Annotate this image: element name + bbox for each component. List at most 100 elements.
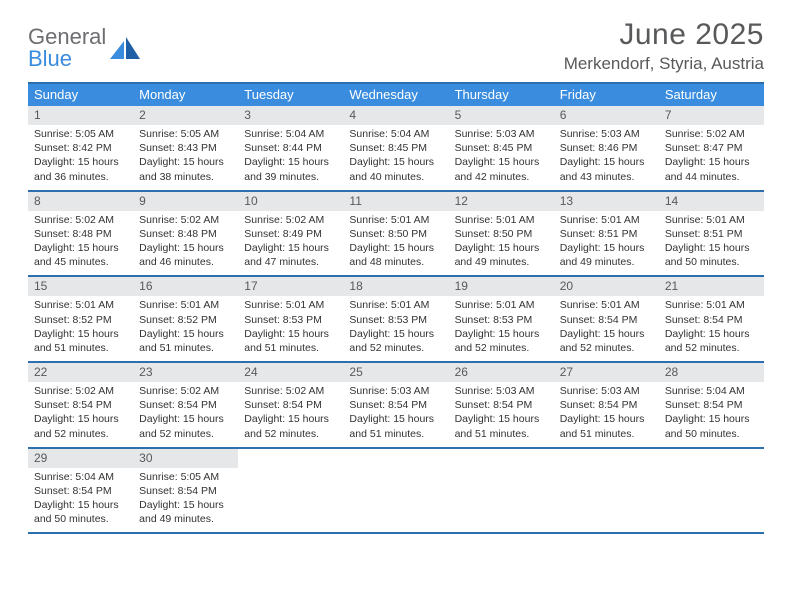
day-details: Sunrise: 5:03 AMSunset: 8:54 PMDaylight:… xyxy=(343,382,448,447)
day-details: Sunrise: 5:04 AMSunset: 8:54 PMDaylight:… xyxy=(28,468,133,533)
day-details: Sunrise: 5:02 AMSunset: 8:48 PMDaylight:… xyxy=(28,211,133,276)
sunset-line: Sunset: 8:48 PM xyxy=(34,227,127,241)
sunrise-line: Sunrise: 5:04 AM xyxy=(665,384,758,398)
day-cell: 2Sunrise: 5:05 AMSunset: 8:43 PMDaylight… xyxy=(133,106,238,190)
weekday-header: Tuesday xyxy=(238,84,343,106)
calendar-page: General Blue June 2025 Merkendorf, Styri… xyxy=(0,0,792,544)
sunrise-line: Sunrise: 5:01 AM xyxy=(560,213,653,227)
date-number: 4 xyxy=(343,106,448,125)
date-number: 30 xyxy=(133,449,238,468)
week-row: 1Sunrise: 5:05 AMSunset: 8:42 PMDaylight… xyxy=(28,106,764,192)
daylight-line: Daylight: 15 hours and 51 minutes. xyxy=(139,327,232,355)
day-cell: 4Sunrise: 5:04 AMSunset: 8:45 PMDaylight… xyxy=(343,106,448,190)
daylight-line: Daylight: 15 hours and 52 minutes. xyxy=(560,327,653,355)
sunset-line: Sunset: 8:50 PM xyxy=(455,227,548,241)
brand-text: General Blue xyxy=(28,26,106,70)
sunrise-line: Sunrise: 5:01 AM xyxy=(349,213,442,227)
daylight-line: Daylight: 15 hours and 52 minutes. xyxy=(455,327,548,355)
calendar-grid: SundayMondayTuesdayWednesdayThursdayFrid… xyxy=(28,82,764,534)
weeks-container: 1Sunrise: 5:05 AMSunset: 8:42 PMDaylight… xyxy=(28,106,764,534)
sunset-line: Sunset: 8:54 PM xyxy=(455,398,548,412)
day-cell xyxy=(449,449,554,533)
date-number: 6 xyxy=(554,106,659,125)
daylight-line: Daylight: 15 hours and 50 minutes. xyxy=(34,498,127,526)
day-cell: 26Sunrise: 5:03 AMSunset: 8:54 PMDayligh… xyxy=(449,363,554,447)
day-cell: 3Sunrise: 5:04 AMSunset: 8:44 PMDaylight… xyxy=(238,106,343,190)
day-details: Sunrise: 5:01 AMSunset: 8:52 PMDaylight:… xyxy=(133,296,238,361)
weekday-header: Friday xyxy=(554,84,659,106)
sunrise-line: Sunrise: 5:01 AM xyxy=(349,298,442,312)
sunset-line: Sunset: 8:52 PM xyxy=(139,313,232,327)
day-cell: 11Sunrise: 5:01 AMSunset: 8:50 PMDayligh… xyxy=(343,192,448,276)
date-number: 20 xyxy=(554,277,659,296)
daylight-line: Daylight: 15 hours and 50 minutes. xyxy=(665,412,758,440)
location-text: Merkendorf, Styria, Austria xyxy=(564,54,764,74)
sunset-line: Sunset: 8:54 PM xyxy=(139,398,232,412)
sunrise-line: Sunrise: 5:05 AM xyxy=(139,127,232,141)
day-details: Sunrise: 5:01 AMSunset: 8:53 PMDaylight:… xyxy=(238,296,343,361)
daylight-line: Daylight: 15 hours and 36 minutes. xyxy=(34,155,127,183)
date-number: 8 xyxy=(28,192,133,211)
sunset-line: Sunset: 8:48 PM xyxy=(139,227,232,241)
date-number: 22 xyxy=(28,363,133,382)
sunset-line: Sunset: 8:54 PM xyxy=(244,398,337,412)
sunrise-line: Sunrise: 5:01 AM xyxy=(455,213,548,227)
day-details: Sunrise: 5:01 AMSunset: 8:54 PMDaylight:… xyxy=(554,296,659,361)
week-row: 29Sunrise: 5:04 AMSunset: 8:54 PMDayligh… xyxy=(28,449,764,535)
daylight-line: Daylight: 15 hours and 52 minutes. xyxy=(34,412,127,440)
day-cell: 16Sunrise: 5:01 AMSunset: 8:52 PMDayligh… xyxy=(133,277,238,361)
day-cell xyxy=(554,449,659,533)
sunrise-line: Sunrise: 5:01 AM xyxy=(244,298,337,312)
date-number: 19 xyxy=(449,277,554,296)
sunrise-line: Sunrise: 5:04 AM xyxy=(244,127,337,141)
day-cell: 21Sunrise: 5:01 AMSunset: 8:54 PMDayligh… xyxy=(659,277,764,361)
date-number: 16 xyxy=(133,277,238,296)
date-number: 1 xyxy=(28,106,133,125)
sunset-line: Sunset: 8:53 PM xyxy=(455,313,548,327)
day-details: Sunrise: 5:01 AMSunset: 8:50 PMDaylight:… xyxy=(343,211,448,276)
sunset-line: Sunset: 8:49 PM xyxy=(244,227,337,241)
sunset-line: Sunset: 8:54 PM xyxy=(560,313,653,327)
sunrise-line: Sunrise: 5:03 AM xyxy=(349,384,442,398)
brand-logo: General Blue xyxy=(28,26,144,70)
daylight-line: Daylight: 15 hours and 52 minutes. xyxy=(244,412,337,440)
weekday-header: Wednesday xyxy=(343,84,448,106)
sunrise-line: Sunrise: 5:01 AM xyxy=(665,298,758,312)
daylight-line: Daylight: 15 hours and 38 minutes. xyxy=(139,155,232,183)
sunset-line: Sunset: 8:54 PM xyxy=(665,313,758,327)
day-details: Sunrise: 5:03 AMSunset: 8:45 PMDaylight:… xyxy=(449,125,554,190)
sunrise-line: Sunrise: 5:02 AM xyxy=(665,127,758,141)
sunrise-line: Sunrise: 5:03 AM xyxy=(560,127,653,141)
sunset-line: Sunset: 8:43 PM xyxy=(139,141,232,155)
sunrise-line: Sunrise: 5:03 AM xyxy=(560,384,653,398)
date-number: 26 xyxy=(449,363,554,382)
sunset-line: Sunset: 8:45 PM xyxy=(349,141,442,155)
day-details: Sunrise: 5:04 AMSunset: 8:45 PMDaylight:… xyxy=(343,125,448,190)
day-details: Sunrise: 5:01 AMSunset: 8:52 PMDaylight:… xyxy=(28,296,133,361)
sunrise-line: Sunrise: 5:01 AM xyxy=(139,298,232,312)
daylight-line: Daylight: 15 hours and 46 minutes. xyxy=(139,241,232,269)
date-number: 17 xyxy=(238,277,343,296)
day-cell: 18Sunrise: 5:01 AMSunset: 8:53 PMDayligh… xyxy=(343,277,448,361)
sunset-line: Sunset: 8:54 PM xyxy=(139,484,232,498)
day-cell: 9Sunrise: 5:02 AMSunset: 8:48 PMDaylight… xyxy=(133,192,238,276)
date-number: 23 xyxy=(133,363,238,382)
date-number: 27 xyxy=(554,363,659,382)
sunrise-line: Sunrise: 5:02 AM xyxy=(244,213,337,227)
day-details: Sunrise: 5:04 AMSunset: 8:54 PMDaylight:… xyxy=(659,382,764,447)
sunrise-line: Sunrise: 5:05 AM xyxy=(34,127,127,141)
sunrise-line: Sunrise: 5:05 AM xyxy=(139,470,232,484)
day-cell: 20Sunrise: 5:01 AMSunset: 8:54 PMDayligh… xyxy=(554,277,659,361)
day-details: Sunrise: 5:01 AMSunset: 8:53 PMDaylight:… xyxy=(449,296,554,361)
title-block: June 2025 Merkendorf, Styria, Austria xyxy=(564,18,764,74)
sunrise-line: Sunrise: 5:02 AM xyxy=(139,384,232,398)
day-details: Sunrise: 5:03 AMSunset: 8:54 PMDaylight:… xyxy=(449,382,554,447)
day-cell xyxy=(343,449,448,533)
day-cell xyxy=(238,449,343,533)
sunrise-line: Sunrise: 5:01 AM xyxy=(455,298,548,312)
daylight-line: Daylight: 15 hours and 48 minutes. xyxy=(349,241,442,269)
day-cell: 24Sunrise: 5:02 AMSunset: 8:54 PMDayligh… xyxy=(238,363,343,447)
weekday-header-row: SundayMondayTuesdayWednesdayThursdayFrid… xyxy=(28,84,764,106)
day-details: Sunrise: 5:02 AMSunset: 8:48 PMDaylight:… xyxy=(133,211,238,276)
daylight-line: Daylight: 15 hours and 49 minutes. xyxy=(560,241,653,269)
